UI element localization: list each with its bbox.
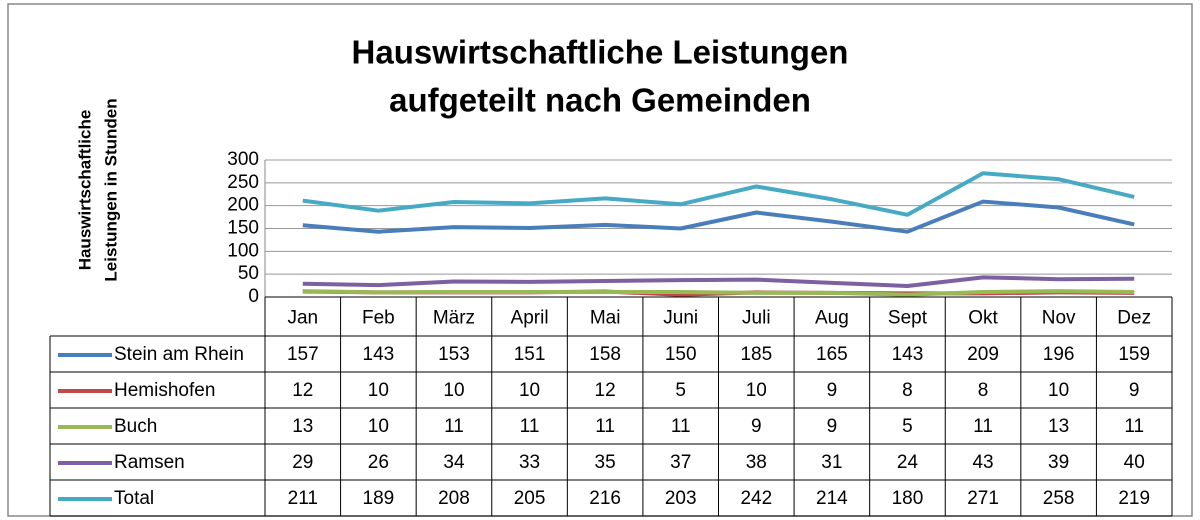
table-value: 12 xyxy=(595,380,616,401)
table-value: 196 xyxy=(1043,344,1075,365)
table-value: 158 xyxy=(589,344,621,365)
table-value: 211 xyxy=(288,488,318,509)
table-value: 11 xyxy=(444,416,464,437)
series-line xyxy=(302,199,1135,234)
table-value: 10 xyxy=(746,380,767,401)
table-value: 165 xyxy=(816,344,848,365)
x-tick-label: Feb xyxy=(362,308,395,329)
table-value: 180 xyxy=(892,488,924,509)
table-value: 9 xyxy=(827,380,838,401)
x-tick-label: Nov xyxy=(1042,308,1076,329)
table-value: 9 xyxy=(1129,380,1140,401)
y-tick-label: 200 xyxy=(227,195,259,216)
table-value: 216 xyxy=(589,488,621,509)
table-value: 33 xyxy=(519,452,540,473)
table-value: 10 xyxy=(368,416,389,437)
y-tick-label: 250 xyxy=(227,172,259,193)
table-value: 8 xyxy=(902,380,913,401)
y-axis-label: Hauswirtschaftliche xyxy=(75,110,94,271)
x-tick-label: Aug xyxy=(815,308,849,329)
table-value: 143 xyxy=(892,344,924,365)
table-value: 185 xyxy=(740,344,772,365)
x-tick-label: Juni xyxy=(663,308,698,329)
legend-label: Hemishofen xyxy=(114,380,215,401)
table-value: 242 xyxy=(740,488,772,509)
x-tick-label: Juli xyxy=(742,308,771,329)
table-value: 151 xyxy=(514,344,546,365)
y-axis-label: Leistungen in Stunden xyxy=(101,98,120,281)
table-value: 9 xyxy=(751,416,762,437)
table-value: 271 xyxy=(967,488,999,509)
table-value: 11 xyxy=(520,416,540,437)
table-value: 153 xyxy=(438,344,470,365)
series-line xyxy=(302,289,1135,297)
table-value: 189 xyxy=(363,488,395,509)
y-tick-label: 0 xyxy=(248,286,259,307)
table-value: 208 xyxy=(438,488,470,509)
chart-title: Hauswirtschaftliche Leistungen xyxy=(352,34,849,71)
series-line xyxy=(302,275,1135,289)
table-value: 11 xyxy=(595,416,615,437)
x-tick-label: Dez xyxy=(1117,308,1151,329)
table-value: 38 xyxy=(746,452,767,473)
table-value: 203 xyxy=(665,488,697,509)
table-value: 10 xyxy=(1048,380,1069,401)
x-tick-label: Jan xyxy=(287,308,318,329)
y-tick-label: 150 xyxy=(227,218,259,239)
table-value: 10 xyxy=(443,380,464,401)
table-value: 9 xyxy=(827,416,838,437)
table-value: 219 xyxy=(1118,488,1150,509)
table-value: 29 xyxy=(292,452,313,473)
y-tick-label: 300 xyxy=(227,149,259,170)
table-value: 214 xyxy=(816,488,848,509)
x-tick-label: April xyxy=(511,308,549,329)
table-value: 12 xyxy=(292,380,313,401)
x-tick-label: Sept xyxy=(888,308,928,329)
table-value: 5 xyxy=(675,380,686,401)
legend-label: Ramsen xyxy=(114,452,185,473)
table-value: 11 xyxy=(973,416,993,437)
table-value: 8 xyxy=(978,380,989,401)
x-tick-label: Mai xyxy=(590,308,621,329)
legend-label: Buch xyxy=(114,416,157,437)
table-value: 26 xyxy=(368,452,389,473)
table-value: 10 xyxy=(519,380,540,401)
table-value: 11 xyxy=(1124,416,1144,437)
table-value: 258 xyxy=(1043,488,1075,509)
table-value: 205 xyxy=(514,488,546,509)
legend-label: Stein am Rhein xyxy=(114,344,244,365)
series-line xyxy=(302,171,1135,217)
table-value: 40 xyxy=(1124,452,1145,473)
table-value: 10 xyxy=(368,380,389,401)
table-value: 150 xyxy=(665,344,697,365)
table-value: 34 xyxy=(443,452,465,473)
table-value: 157 xyxy=(287,344,319,365)
table-value: 35 xyxy=(595,452,616,473)
table-value: 143 xyxy=(363,344,395,365)
table-value: 159 xyxy=(1118,344,1150,365)
table-value: 209 xyxy=(967,344,999,365)
table-value: 37 xyxy=(670,452,691,473)
legend-label: Total xyxy=(114,488,154,509)
table-value: 43 xyxy=(972,452,993,473)
x-tick-label: Okt xyxy=(968,308,998,329)
x-tick-label: März xyxy=(433,308,475,329)
table-value: 5 xyxy=(902,416,913,437)
y-tick-label: 100 xyxy=(227,240,259,261)
table-value: 13 xyxy=(1048,416,1069,437)
table-value: 39 xyxy=(1048,452,1069,473)
y-tick-label: 50 xyxy=(238,263,259,284)
table-value: 13 xyxy=(292,416,313,437)
table-value: 31 xyxy=(821,452,842,473)
chart-frame xyxy=(7,3,1193,517)
table-value: 11 xyxy=(671,416,691,437)
table-value: 24 xyxy=(897,452,919,473)
chart-title: aufgeteilt nach Gemeinden xyxy=(389,82,811,119)
